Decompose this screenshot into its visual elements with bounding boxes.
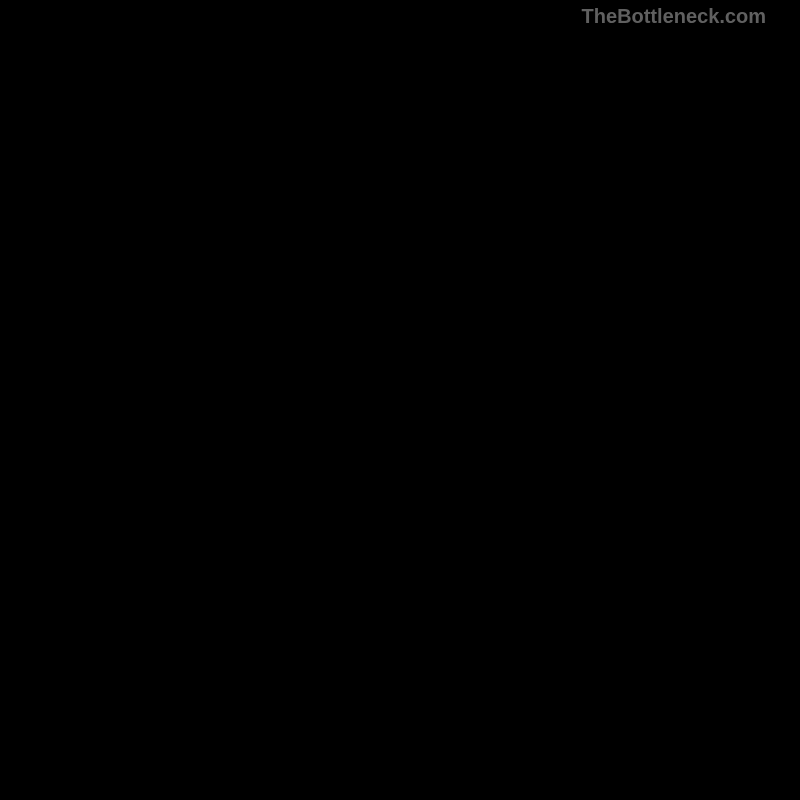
bottleneck-heatmap bbox=[0, 0, 800, 800]
watermark-text: TheBottleneck.com bbox=[582, 6, 766, 29]
